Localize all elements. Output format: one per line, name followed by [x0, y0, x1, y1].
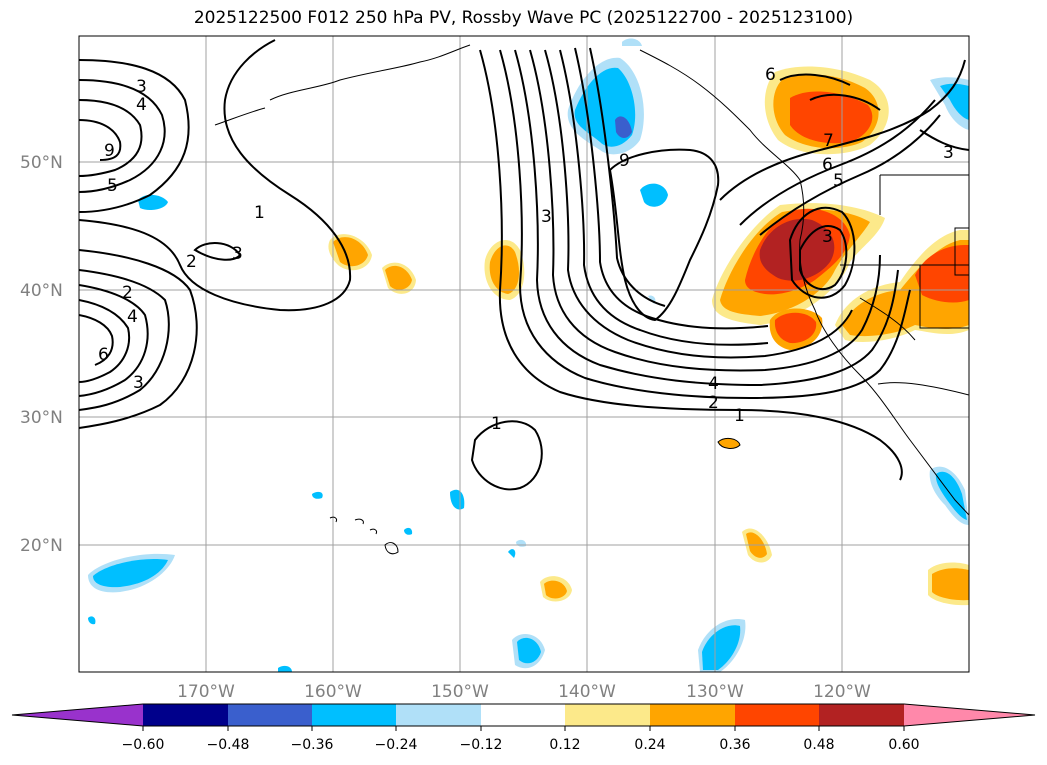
- contour-label: 6: [98, 345, 109, 365]
- colorbar-tick-labels: −0.60 −0.48 −0.36 −0.24 −0.12 0.12 0.24 …: [122, 737, 920, 753]
- colorbar-tick-label: −0.48: [207, 737, 250, 753]
- lat-label: 50°N: [20, 153, 63, 173]
- plot-area: 3 4 9 5 1 3 2 2 4 6 3 3 9 6 7 6 5 3 3 4 …: [79, 36, 969, 672]
- colorbar-segment: [143, 704, 228, 726]
- lat-label: 40°N: [20, 281, 63, 301]
- colorbar-tick-label: −0.36: [291, 737, 334, 753]
- contour-label: 3: [822, 227, 833, 247]
- contour-label: 2: [708, 393, 719, 413]
- lat-label: 30°N: [20, 408, 63, 428]
- coastlines: [214, 44, 969, 555]
- colorbar-segment: [565, 704, 650, 726]
- lon-label: 130°W: [686, 682, 744, 702]
- lon-label: 170°W: [177, 682, 235, 702]
- contour-label: 3: [136, 77, 147, 97]
- plot-frame: [78, 35, 970, 673]
- lon-label: 160°W: [304, 682, 362, 702]
- colorbar-segment: [819, 704, 904, 726]
- contour-label: 9: [619, 151, 630, 171]
- longitude-labels: 170°W 160°W 150°W 140°W 130°W 120°W: [177, 682, 871, 702]
- contour-label: 5: [833, 171, 844, 191]
- contour-label: 3: [541, 207, 552, 227]
- colorbar-segment: [228, 704, 312, 726]
- colorbar-tick-label: −0.60: [122, 737, 165, 753]
- contour-label: 4: [127, 307, 138, 327]
- contour-label: 9: [104, 141, 115, 161]
- contour-label: 1: [254, 203, 265, 223]
- colorbar-segment: [312, 704, 396, 726]
- lon-label: 120°W: [813, 682, 871, 702]
- contour-label: 4: [708, 374, 719, 394]
- colorbar-tick-label: −0.12: [460, 737, 503, 753]
- colorbar-extend-left: [12, 704, 143, 726]
- colorbar-segment: [396, 704, 481, 726]
- contour-label: 4: [136, 95, 147, 115]
- contour-label: 3: [943, 143, 954, 163]
- colorbar-segment: [735, 704, 819, 726]
- lon-label: 150°W: [431, 682, 489, 702]
- contour-label: 2: [122, 283, 133, 303]
- contour-label: 6: [822, 155, 833, 175]
- colorbar-segment: [650, 704, 735, 726]
- contour-label: 1: [734, 406, 745, 426]
- contour-label: 7: [823, 131, 834, 151]
- colorbar-tick-label: 0.12: [549, 737, 580, 753]
- colorbar-tick-label: −0.24: [375, 737, 418, 753]
- contour-label: 5: [107, 176, 118, 196]
- contour-label: 3: [133, 373, 144, 393]
- positive-anomaly-shading: [328, 66, 969, 606]
- figure-title: 2025122500 F012 250 hPa PV, Rossby Wave …: [193, 8, 854, 28]
- contour-label: 3: [232, 244, 243, 264]
- contour-label: 2: [186, 252, 197, 272]
- colorbar-extend-right: [904, 704, 1035, 726]
- contour-label: 6: [765, 65, 776, 85]
- pv-contours: [79, 39, 969, 491]
- colorbar-tick-label: 0.48: [803, 737, 834, 753]
- lat-label: 20°N: [20, 536, 63, 556]
- latitude-labels: 50°N 40°N 30°N 20°N: [20, 153, 63, 556]
- colorbar-tick-label: 0.36: [719, 737, 750, 753]
- colorbar-segment: [481, 704, 565, 726]
- lon-label: 140°W: [558, 682, 616, 702]
- contour-labels: 3 4 9 5 1 3 2 2 4 6 3 3 9 6 7 6 5 3 3 4 …: [98, 65, 954, 434]
- colorbar-tick-label: 0.60: [888, 737, 919, 753]
- contour-label: 1: [491, 414, 502, 434]
- colorbar-tick-label: 0.24: [634, 737, 665, 753]
- colorbar: [11, 703, 1036, 731]
